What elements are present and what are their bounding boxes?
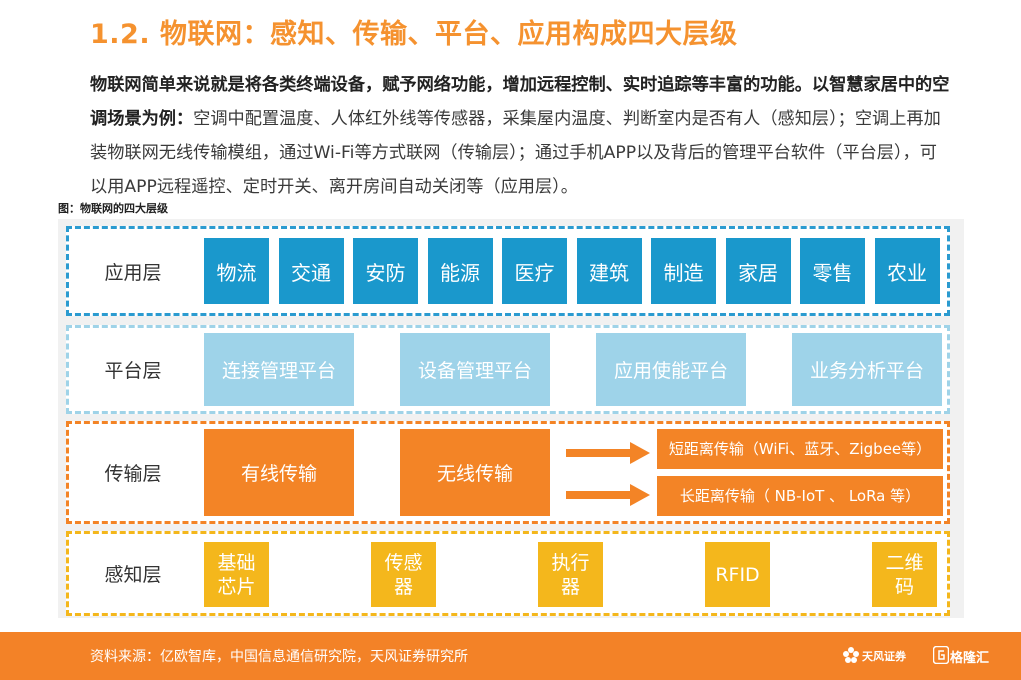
sensing-item: 二维码 [872, 542, 937, 607]
application-item: 制造 [651, 238, 716, 304]
footer-bar: 资料来源：亿欧智库，中国信息通信研究院，天风证券研究所 天风证券 格隆汇 [0, 632, 1021, 680]
platform-layer-label: 平台层 [104, 360, 162, 382]
intro-bold: 物联网简单来说就是将各类终端设备，赋予网络功能，增加远程控制、实时追踪等丰富的功… [90, 75, 950, 129]
wireless-transport-box: 无线传输 [400, 429, 550, 516]
sensing-item: RFID [705, 542, 770, 607]
application-item: 物流 [204, 238, 269, 304]
platform-item: 连接管理平台 [204, 333, 354, 406]
application-layer-label: 应用层 [104, 261, 162, 284]
long-range-transport-box: 长距离传输（ NB-IoT 、 LoRa 等） [657, 476, 943, 516]
platform-item: 应用使能平台 [596, 333, 746, 406]
intro-paragraph: 物联网简单来说就是将各类终端设备，赋予网络功能，增加远程控制、实时追踪等丰富的功… [90, 68, 950, 204]
brand-logo-icon [843, 647, 859, 663]
transport-layer-label: 传输层 [104, 463, 162, 485]
sensing-layer-label: 感知层 [104, 564, 162, 586]
application-item: 交通 [278, 238, 344, 304]
wired-transport-box: 有线传输 [204, 429, 354, 516]
intro-body: 空调中配置温度、人体红外线等传感器，采集屋内温度、判断室内是否有人（感知层）；空… [90, 109, 941, 197]
transport-layer: 传输层 有线传输 无线传输 短距离传输（WiFi、蓝牙、Zigbee等） 长距离… [66, 421, 950, 524]
arrow-right-icon [566, 442, 650, 464]
application-item: 安防 [353, 238, 418, 304]
arrow-right-icon [566, 484, 650, 506]
brand-name: 天风证券 [862, 650, 906, 663]
platform-item: 业务分析平台 [792, 333, 942, 406]
sensing-item: 执行器 [538, 542, 603, 607]
platform-item: 设备管理平台 [400, 333, 550, 406]
source-note: 资料来源：亿欧智库，中国信息通信研究院，天风证券研究所 [90, 649, 468, 665]
sensing-item: 传感器 [371, 542, 436, 607]
application-item: 能源 [427, 238, 493, 304]
figure-title: 图：物联网的四大层级 [58, 202, 168, 215]
sensing-item: 基础芯片 [204, 542, 269, 607]
application-item: 零售 [800, 238, 865, 304]
page-title: 1.2. 物联网：感知、传输、平台、应用构成四大层级 [90, 19, 738, 50]
application-item: 医疗 [502, 238, 567, 304]
sensing-layer: 感知层 基础芯片 传感器 执行器 RFID 二维码 [66, 531, 950, 616]
application-item: 建筑 [576, 238, 642, 304]
platform-layer: 平台层 连接管理平台 设备管理平台 应用使能平台 业务分析平台 [66, 325, 950, 414]
application-item: 农业 [874, 238, 940, 304]
watermark-text: 格隆汇 [950, 651, 990, 666]
watermark-logo-icon [933, 646, 949, 664]
short-range-transport-box: 短距离传输（WiFi、蓝牙、Zigbee等） [657, 429, 943, 469]
application-item: 家居 [725, 238, 791, 304]
application-layer: 应用层 物流 交通 安防 能源 医疗 建筑 制造 家居 零售 农业 [66, 226, 950, 316]
